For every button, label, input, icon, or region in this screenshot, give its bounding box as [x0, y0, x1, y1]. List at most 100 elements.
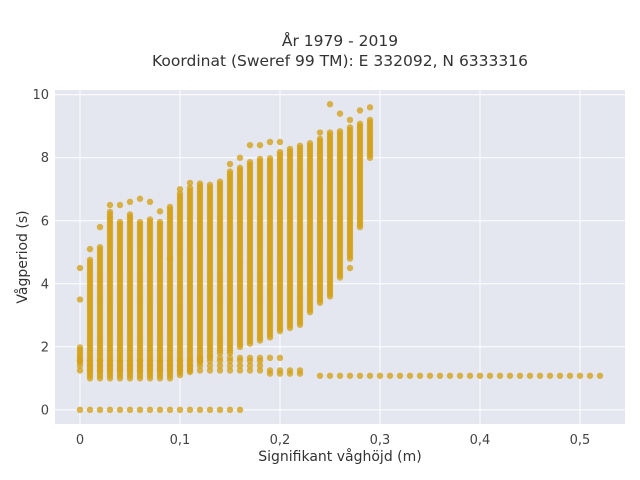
- data-point: [226, 168, 234, 175]
- data-point: [126, 362, 134, 369]
- data-point: [446, 372, 454, 379]
- data-point: [96, 362, 104, 369]
- data-point: [176, 406, 184, 414]
- data-point: [316, 129, 324, 136]
- data-point: [336, 128, 344, 135]
- data-point: [396, 372, 404, 379]
- data-point: [326, 100, 334, 108]
- data-point: [496, 372, 504, 379]
- data-point: [226, 367, 234, 374]
- data-point: [106, 208, 114, 216]
- data-point: [266, 155, 274, 162]
- data-point: [236, 406, 244, 414]
- data-point: [106, 362, 114, 369]
- data-point: [146, 198, 154, 206]
- data-point: [326, 372, 334, 379]
- data-point: [76, 362, 84, 369]
- data-point: [176, 190, 184, 197]
- data-point: [156, 367, 164, 374]
- data-point: [196, 354, 204, 362]
- y-tick-label: 4: [41, 277, 49, 292]
- data-point: [156, 218, 164, 226]
- data-point: [136, 367, 144, 374]
- x-tick-label: 0,5: [570, 433, 591, 448]
- data-point: [106, 406, 114, 414]
- data-point: [116, 362, 124, 369]
- data-point: [316, 372, 324, 379]
- data-point: [176, 367, 184, 374]
- data-point: [76, 367, 84, 374]
- data-point: [136, 357, 144, 365]
- data-point: [246, 141, 254, 149]
- data-point: [406, 372, 414, 379]
- data-point: [96, 406, 104, 414]
- data-point: [96, 367, 104, 374]
- data-point: [106, 357, 114, 365]
- data-point: [136, 406, 144, 414]
- data-point: [356, 372, 364, 379]
- data-point: [246, 367, 254, 374]
- data-point: [336, 372, 344, 379]
- data-point: [386, 372, 394, 379]
- data-point: [296, 367, 304, 374]
- data-point: [236, 164, 244, 172]
- x-tick-label: 0,2: [270, 433, 291, 448]
- data-point: [206, 362, 214, 369]
- x-tick-label: 0,1: [170, 433, 191, 448]
- data-point: [136, 218, 144, 226]
- data-point: [76, 344, 84, 351]
- data-point: [166, 362, 174, 369]
- data-point: [216, 354, 224, 362]
- data-point: [306, 140, 314, 147]
- data-point: [116, 201, 124, 209]
- data-point: [266, 138, 274, 146]
- data-point: [356, 107, 364, 114]
- y-tick-label: 2: [41, 340, 49, 355]
- data-point: [366, 116, 374, 124]
- data-point: [146, 362, 154, 369]
- data-points: [76, 100, 604, 414]
- data-point: [126, 198, 134, 206]
- x-tick-label: 0,4: [470, 433, 491, 448]
- data-point: [436, 372, 444, 379]
- data-point: [236, 354, 244, 362]
- data-point: [176, 357, 184, 365]
- data-point: [356, 120, 364, 127]
- data-point: [156, 357, 164, 365]
- x-axis-title: Signifikant våghöjd (m): [258, 448, 421, 465]
- data-point: [86, 367, 94, 374]
- data-point: [196, 180, 204, 187]
- data-point: [166, 203, 174, 211]
- data-point: [566, 372, 574, 379]
- data-point: [366, 372, 374, 379]
- data-point: [186, 357, 194, 365]
- data-point: [236, 154, 244, 161]
- data-point: [86, 256, 94, 264]
- data-point: [256, 354, 264, 362]
- x-tick-label: 0,3: [370, 433, 391, 448]
- data-point: [216, 406, 224, 414]
- data-point: [346, 372, 354, 379]
- x-tick-label: 0: [76, 433, 84, 448]
- data-point: [76, 406, 84, 414]
- data-point: [476, 372, 484, 379]
- data-point: [316, 135, 324, 143]
- data-point: [96, 357, 104, 365]
- data-point: [196, 362, 204, 369]
- data-point: [256, 367, 264, 374]
- data-point: [116, 367, 124, 374]
- data-point: [116, 406, 124, 414]
- data-point: [246, 354, 254, 362]
- data-point: [526, 372, 534, 379]
- data-point: [146, 406, 154, 414]
- data-point: [166, 357, 174, 365]
- data-point: [156, 208, 164, 215]
- data-point: [96, 223, 104, 231]
- y-tick-label: 8: [41, 151, 49, 166]
- data-point: [76, 296, 84, 303]
- data-point: [246, 158, 254, 166]
- data-point: [346, 124, 354, 131]
- data-point: [346, 264, 354, 272]
- data-point: [576, 372, 584, 379]
